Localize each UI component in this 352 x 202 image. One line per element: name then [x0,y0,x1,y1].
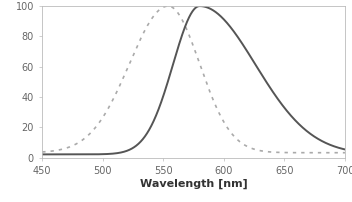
X-axis label: Wavelength [nm]: Wavelength [nm] [140,179,247,189]
